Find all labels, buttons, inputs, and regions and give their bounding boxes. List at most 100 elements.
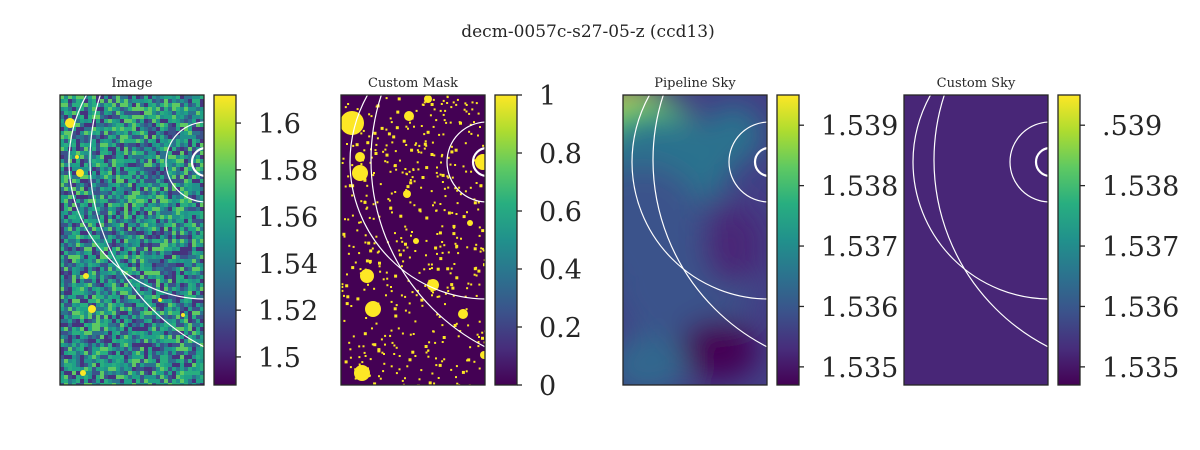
heatmap-cell	[104, 231, 108, 235]
heatmap-cell	[88, 127, 92, 131]
heatmap-cell	[200, 247, 204, 251]
heatmap-cell	[60, 303, 64, 307]
heatmap-cell	[164, 371, 168, 375]
mask-pixel	[379, 183, 382, 186]
mask-pixel	[371, 343, 374, 346]
heatmap-cell	[144, 363, 148, 367]
heatmap-cell	[184, 119, 188, 123]
mask-pixel	[360, 163, 363, 166]
mask-pixel	[476, 333, 479, 336]
heatmap-cell	[64, 327, 68, 331]
heatmap-cell	[104, 243, 108, 247]
heatmap-cell	[92, 379, 96, 383]
mask-pixel	[430, 190, 433, 193]
heatmap-cell	[144, 307, 148, 311]
heatmap-cell	[88, 303, 92, 307]
heatmap-cell	[172, 155, 176, 159]
heatmap-cell	[148, 287, 152, 291]
heatmap-cell	[180, 347, 184, 351]
heatmap-cell	[80, 343, 84, 347]
mask-pixel	[402, 260, 405, 263]
heatmap-cell	[96, 343, 100, 347]
heatmap-cell	[144, 155, 148, 159]
heatmap-cell	[180, 371, 184, 375]
heatmap-cell	[104, 379, 108, 383]
heatmap-cell	[128, 347, 132, 351]
heatmap-cell	[68, 215, 72, 219]
heatmap-cell	[140, 183, 144, 187]
heatmap-cell	[64, 359, 68, 363]
heatmap-cell	[68, 383, 72, 385]
heatmap-cell	[88, 319, 92, 323]
heatmap-cell	[116, 287, 120, 291]
heatmap-cell	[96, 195, 100, 199]
heatmap-cell	[92, 359, 96, 363]
mask-pixel	[453, 226, 455, 229]
heatmap-cell	[96, 275, 100, 279]
heatmap-cell	[188, 379, 192, 383]
heatmap-cell	[96, 127, 100, 131]
mask-pixel	[432, 291, 434, 294]
heatmap-cell	[156, 367, 160, 371]
heatmap-cell	[76, 363, 80, 367]
heatmap-cell	[100, 95, 104, 99]
heatmap-cell	[188, 295, 192, 299]
heatmap-cell	[188, 267, 192, 271]
heatmap-cell	[164, 335, 168, 339]
heatmap-cell	[128, 235, 132, 239]
heatmap-cell	[72, 127, 76, 131]
heatmap-cell	[128, 215, 132, 219]
heatmap-cell	[92, 207, 96, 211]
heatmap-cell	[160, 295, 164, 299]
heatmap-cell	[124, 259, 128, 263]
heatmap-cell	[108, 119, 112, 123]
heatmap-cell	[112, 167, 116, 171]
heatmap-cell	[192, 255, 196, 259]
heatmap-cell	[172, 167, 176, 171]
heatmap-cell	[184, 123, 188, 127]
heatmap-cell	[64, 95, 68, 99]
heatmap-cell	[64, 259, 68, 263]
heatmap-cell	[104, 347, 108, 351]
heatmap-cell	[64, 183, 68, 187]
heatmap-cell	[184, 279, 188, 283]
heatmap-cell	[80, 155, 84, 159]
heatmap-cell	[184, 235, 188, 239]
heatmap-cell	[120, 103, 124, 107]
heatmap-cell	[104, 167, 108, 171]
heatmap-cell	[72, 359, 76, 363]
heatmap-cell	[140, 339, 144, 343]
heatmap-cell	[100, 215, 104, 219]
heatmap-cell	[128, 303, 132, 307]
mask-pixel	[416, 161, 419, 164]
mask-pixel	[358, 252, 361, 255]
heatmap-cell	[72, 211, 76, 215]
heatmap-cell	[188, 339, 192, 343]
heatmap-cell	[196, 135, 200, 139]
heatmap-cell	[200, 135, 204, 139]
mask-pixel	[466, 246, 469, 249]
heatmap-cell	[72, 311, 76, 315]
heatmap-cell	[168, 227, 172, 231]
colorbar-frame	[1057, 94, 1081, 386]
heatmap-cell	[88, 255, 92, 259]
mask-pixel	[416, 149, 419, 152]
mask-pixel	[480, 184, 483, 187]
colorbar-frame	[494, 94, 518, 386]
heatmap-cell	[160, 371, 164, 375]
mask-pixel	[451, 286, 455, 290]
mask-pixel	[387, 198, 390, 201]
heatmap-cell	[168, 219, 172, 223]
heatmap-cell	[140, 271, 144, 275]
mask-pixel	[345, 284, 349, 288]
mask-pixel	[374, 152, 378, 155]
heatmap-cell	[152, 147, 156, 151]
heatmap-cell	[132, 159, 136, 163]
heatmap-cell	[192, 291, 196, 295]
heatmap-cell	[120, 291, 124, 295]
heatmap-cell	[184, 103, 188, 107]
mask-pixel	[475, 294, 478, 297]
mask-pixel	[452, 224, 456, 228]
heatmap-cell	[140, 347, 144, 351]
heatmap-cell	[68, 151, 72, 155]
